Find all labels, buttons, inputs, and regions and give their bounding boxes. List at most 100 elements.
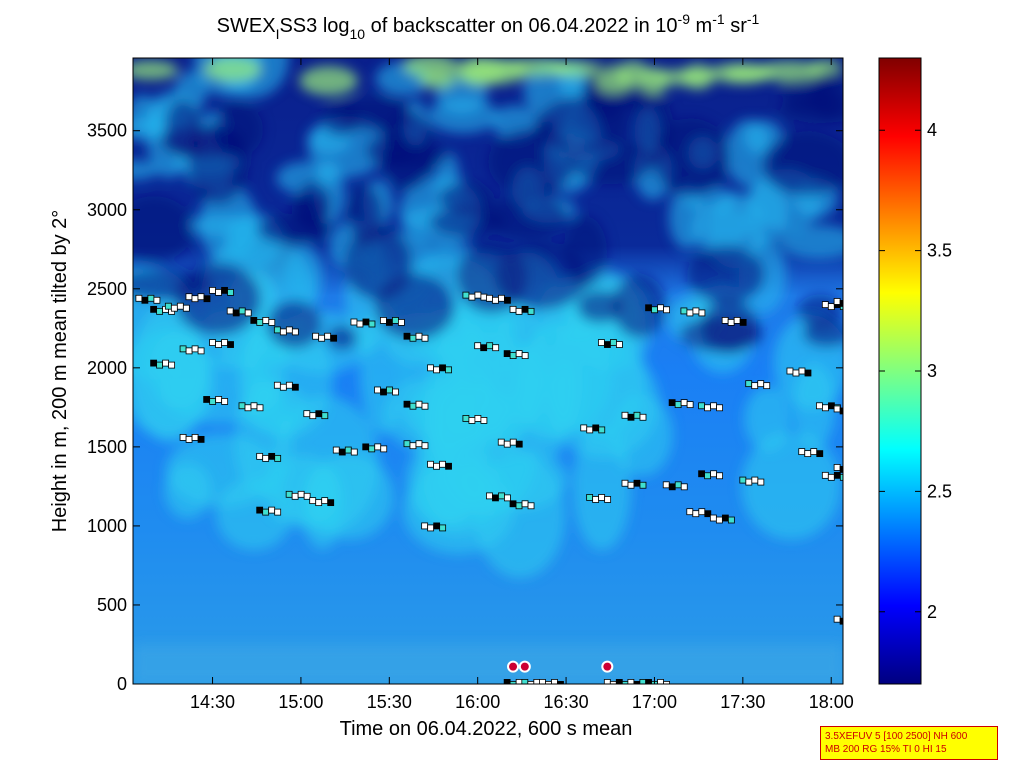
layer-point xyxy=(515,307,523,315)
layer-point xyxy=(327,499,335,507)
layer-point xyxy=(256,506,264,514)
layer-point xyxy=(421,334,429,342)
heatmap-patch xyxy=(668,185,705,250)
layer-point xyxy=(474,291,482,299)
layer-point xyxy=(539,679,546,684)
layer-point xyxy=(839,407,843,415)
layer-point xyxy=(827,303,835,311)
layer-point xyxy=(268,452,276,460)
info-line-1: 3.5XEFUV 5 [100 2500] NH 600 xyxy=(825,731,968,742)
layer-point xyxy=(521,352,529,360)
x-tick-label: 17:00 xyxy=(632,692,677,712)
heatmap-patch xyxy=(807,60,842,75)
layer-point xyxy=(427,524,435,532)
layer-point xyxy=(468,417,476,424)
layer-point xyxy=(674,401,682,409)
layer-point xyxy=(168,361,176,369)
layer-point xyxy=(686,508,694,516)
layer-point xyxy=(185,347,193,355)
layer-point xyxy=(374,443,382,451)
layer-point xyxy=(182,304,190,312)
layer-point xyxy=(398,319,405,326)
layer-point xyxy=(739,319,747,326)
heatmap-patch xyxy=(291,192,327,225)
x-axis-label: Time on 06.04.2022, 600 s mean xyxy=(340,718,633,740)
heatmap-patch xyxy=(611,274,667,338)
heatmap-patch xyxy=(744,386,792,452)
layer-point xyxy=(215,341,222,348)
layer-point xyxy=(704,472,711,480)
layer-point xyxy=(645,679,652,684)
title-sub2: 10 xyxy=(350,26,366,42)
layer-point xyxy=(503,350,511,358)
layer-point xyxy=(221,339,228,346)
layer-point xyxy=(274,508,282,516)
layer-point xyxy=(686,309,694,317)
layer-point xyxy=(409,402,417,410)
layer-point xyxy=(692,307,700,315)
heatmap-patch xyxy=(761,131,843,196)
layer-point xyxy=(792,369,800,377)
layer-point xyxy=(209,398,217,405)
layer-point xyxy=(680,399,688,407)
layer-point xyxy=(250,317,258,324)
layer-point xyxy=(403,400,411,408)
x-tick-label: 17:30 xyxy=(720,692,765,712)
layer-point xyxy=(698,508,706,516)
layer-point xyxy=(238,307,246,315)
heatmap-patch xyxy=(474,453,566,579)
layer-point xyxy=(509,352,517,360)
layer-point xyxy=(674,481,682,489)
layer-point xyxy=(763,382,771,390)
layer-point xyxy=(751,476,759,484)
precip-marker xyxy=(601,660,614,673)
layer-point xyxy=(603,679,611,684)
layer-point xyxy=(680,483,688,491)
heatmap-patch xyxy=(494,242,589,310)
layer-point xyxy=(686,401,694,409)
layer-point xyxy=(645,304,652,312)
x-tick-label: 15:00 xyxy=(278,692,323,712)
layer-point xyxy=(315,499,323,507)
layer-point xyxy=(226,307,234,315)
layer-point xyxy=(262,317,270,324)
layer-point xyxy=(439,364,446,372)
layer-point xyxy=(150,359,158,367)
plot-frame xyxy=(132,57,844,685)
layer-point xyxy=(147,294,155,302)
colorbar: 2 2.5 3 3.5 4 xyxy=(878,57,952,685)
layer-point xyxy=(698,402,705,410)
heatmap-patch xyxy=(348,185,384,246)
layer-point xyxy=(852,408,858,414)
layer-point xyxy=(285,381,293,389)
layer-point xyxy=(421,442,429,450)
heatmap-patch xyxy=(742,180,789,245)
layer-point xyxy=(273,381,281,389)
layer-point xyxy=(232,309,240,317)
heatmap-patch xyxy=(133,303,209,443)
heatmap-patch xyxy=(305,453,394,540)
layer-point xyxy=(380,388,387,396)
layer-point xyxy=(421,522,429,530)
layer-point xyxy=(462,291,470,299)
y-axis: 0 500 1000 1500 2000 2500 3000 3500 xyxy=(87,121,843,694)
colorbar-tick-label: 2.5 xyxy=(927,481,952,501)
layer-point xyxy=(698,309,706,317)
heatmap-patch xyxy=(633,91,673,165)
layer-point xyxy=(462,415,470,422)
heatmap-patch xyxy=(133,159,159,181)
layer-point xyxy=(521,305,529,313)
heatmap-patch xyxy=(234,380,293,498)
x-tick-label: 14:30 xyxy=(190,692,235,712)
layer-point xyxy=(221,398,229,405)
layer-point xyxy=(727,516,735,524)
layer-point xyxy=(839,473,843,481)
layer-point xyxy=(804,369,812,377)
layer-point xyxy=(521,679,529,684)
heatmap-patch xyxy=(326,324,358,351)
layer-point xyxy=(833,615,841,623)
layer-point xyxy=(179,433,187,441)
layer-point xyxy=(135,294,143,302)
heatmap-patch xyxy=(164,462,212,519)
